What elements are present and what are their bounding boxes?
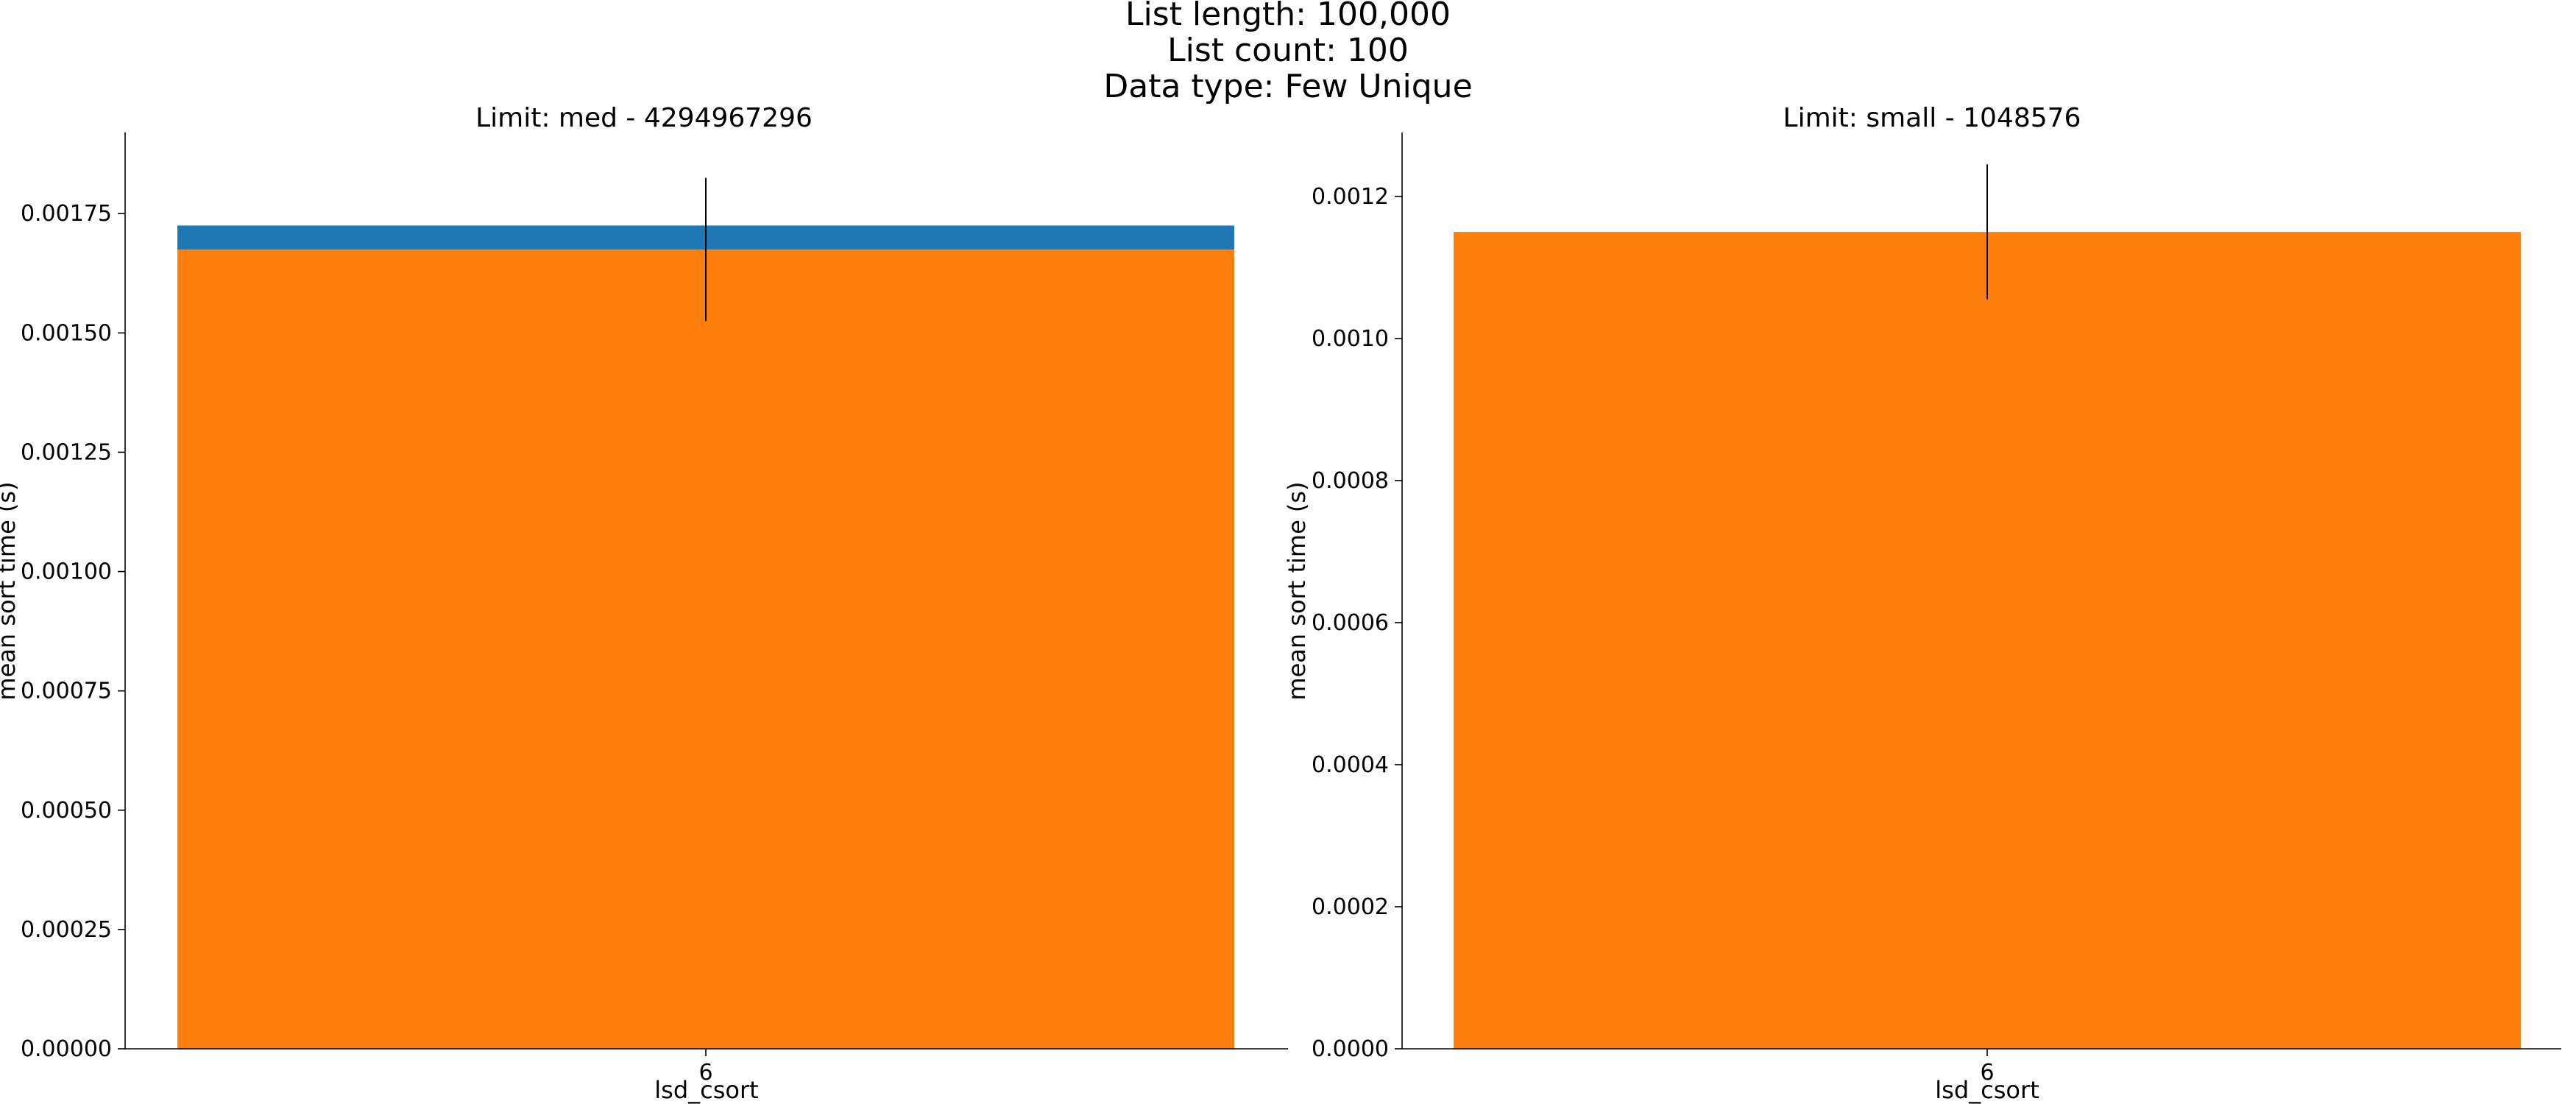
y-tick-label: 0.0006 <box>1312 610 1389 636</box>
bar-series-0-6 <box>1454 232 2521 1050</box>
y-tick-label: 0.0000 <box>1312 1036 1389 1062</box>
y-tick-label: 0.00175 <box>21 201 112 227</box>
y-tick-label: 0.00100 <box>21 559 112 585</box>
y-tick-label: 0.00125 <box>21 439 112 465</box>
x-tick-label: 6 <box>1980 1060 1994 1086</box>
y-tick-label: 0.00000 <box>21 1036 112 1062</box>
chart-panel-limit-med: Limit: med - 4294967296 lsd_csort mean s… <box>0 103 1288 1104</box>
y-tick-label: 0.00075 <box>21 679 112 704</box>
y-tick-label: 0.00050 <box>21 798 112 824</box>
suptitle-line-1: List length: 100,000 <box>1125 0 1451 33</box>
panel-title: Limit: med - 4294967296 <box>475 103 813 133</box>
suptitle-line-2: List count: 100 <box>1167 32 1409 69</box>
panel-title: Limit: small - 1048576 <box>1783 103 2081 133</box>
chart-panel-limit-small: Limit: small - 1048576 lsd_csort mean so… <box>1283 103 2561 1104</box>
y-tick-label: 0.0002 <box>1312 894 1389 920</box>
y-tick-label: 0.0008 <box>1312 468 1389 494</box>
y-tick-label: 0.00150 <box>21 320 112 346</box>
y-tick-label: 0.0012 <box>1312 184 1389 210</box>
y-axis-label: mean sort time (s) <box>1283 481 1311 700</box>
x-axis-label: lsd_csort <box>654 1076 758 1104</box>
bar-series-1-6 <box>177 249 1234 1049</box>
suptitle: List length: 100,000 List count: 100 Dat… <box>1103 0 1472 105</box>
y-tick-label: 0.00025 <box>21 917 112 943</box>
y-axis-label: mean sort time (s) <box>0 481 21 700</box>
y-tick-label: 0.0004 <box>1312 752 1389 778</box>
suptitle-line-3: Data type: Few Unique <box>1103 68 1472 105</box>
x-axis-label: lsd_csort <box>1935 1076 2039 1104</box>
x-tick-label: 6 <box>698 1060 712 1086</box>
y-tick-label: 0.0010 <box>1312 326 1389 352</box>
